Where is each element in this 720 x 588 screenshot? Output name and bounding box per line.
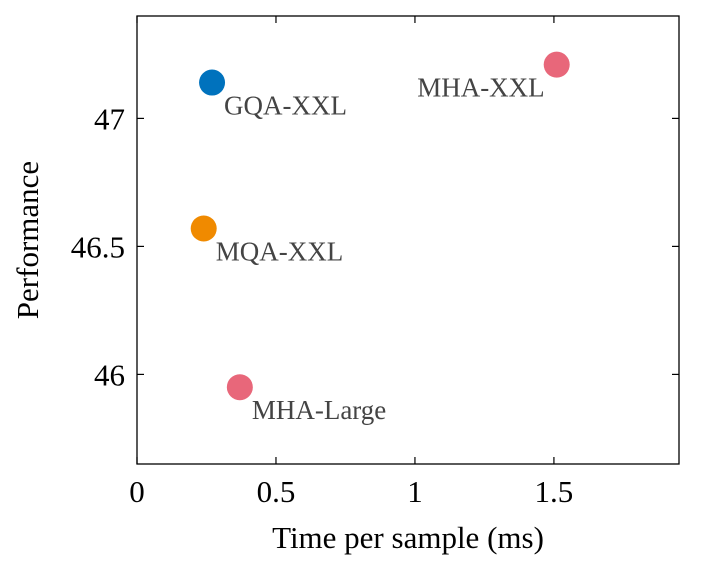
point-label-gqa-xxl: GQA-XXL: [224, 91, 347, 121]
x-axis-ticks: 0 0.5 1 1.5: [129, 16, 573, 509]
y-axis-label: Performance: [10, 161, 45, 319]
x-tick-label: 1.5: [535, 474, 574, 509]
x-tick-label: 1: [407, 474, 423, 509]
point-label-mha-xxl: MHA-XXL: [417, 73, 545, 103]
x-tick-label: 0.5: [257, 474, 296, 509]
y-tick-label: 47: [94, 101, 125, 136]
point-label-mqa-xxl: MQA-XXL: [216, 236, 344, 266]
point-label-mha-large: MHA-Large: [252, 395, 386, 425]
x-axis-label: Time per sample (ms): [272, 520, 544, 555]
point-mqa-xxl: [190, 215, 217, 242]
y-axis-ticks: 46 46.5 47: [71, 101, 679, 392]
point-gqa-xxl: [199, 69, 226, 96]
plot-area: [136, 15, 680, 465]
y-tick-label: 46: [94, 357, 125, 392]
data-points: GQA-XXL MHA-XXL MQA-XXL MHA-Large: [190, 51, 570, 425]
point-mha-large: [226, 374, 253, 401]
y-tick-label: 46.5: [71, 229, 125, 264]
x-tick-label: 0: [129, 474, 145, 509]
point-mha-xxl: [543, 51, 570, 78]
